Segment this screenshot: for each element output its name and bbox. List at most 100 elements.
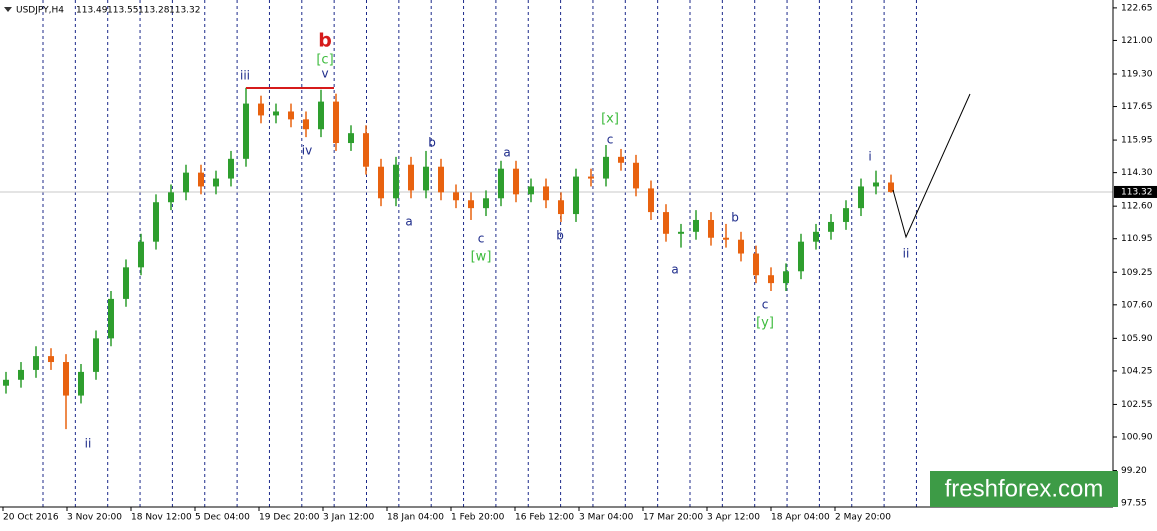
- candle-body: [888, 182, 894, 192]
- wave-label: b: [428, 136, 436, 150]
- candle-body: [663, 212, 669, 234]
- wave-label: i: [868, 150, 871, 164]
- wave-label: b: [318, 30, 332, 52]
- x-tick-label: 3 Apr 12:00: [707, 513, 760, 523]
- x-tick-label: 2 May 20:00: [835, 513, 891, 523]
- wave-label: a: [671, 263, 678, 277]
- current-price-label: 113.32: [1121, 187, 1153, 197]
- candle-body: [633, 162, 639, 189]
- y-tick-label: 102.55: [1121, 400, 1153, 410]
- candle-body: [858, 186, 864, 209]
- y-tick-label: 104.25: [1121, 366, 1153, 376]
- candle-body: [138, 241, 144, 268]
- candle-body: [378, 166, 384, 199]
- candle-body: [438, 166, 444, 193]
- y-tick-label: 112.60: [1121, 202, 1153, 212]
- candle-body: [3, 379, 9, 386]
- candle-body: [288, 111, 294, 120]
- symbol: USDJPY,H4: [16, 6, 64, 16]
- forecast-path: [892, 93, 971, 239]
- candle-body: [483, 198, 489, 209]
- y-tick-label: 100.90: [1121, 433, 1153, 443]
- candle-body: [48, 356, 54, 363]
- candle-body: [723, 237, 729, 240]
- x-tick-label: 3 Mar 04:00: [579, 513, 634, 523]
- x-tick-label: 16 Feb 12:00: [515, 513, 574, 523]
- x-tick-label: 19 Dec 20:00: [259, 513, 320, 523]
- candles: [3, 87, 894, 430]
- candle-body: [798, 241, 804, 272]
- wave-label: [x]: [601, 112, 619, 127]
- wave-label: a: [503, 146, 510, 160]
- low: 113.28: [138, 6, 170, 16]
- candle-body: [738, 239, 744, 254]
- y-tick-label: 121.00: [1121, 36, 1153, 46]
- candle-body: [423, 166, 429, 191]
- candle-body: [63, 362, 69, 396]
- y-tick-label: 115.95: [1121, 136, 1153, 146]
- y-tick-label: 107.60: [1121, 300, 1153, 310]
- x-tick-label: 1 Feb 20:00: [451, 513, 505, 523]
- wave-label: iv: [302, 144, 312, 158]
- wave-label: ii: [85, 437, 92, 451]
- candle-body: [213, 178, 219, 187]
- candle-body: [648, 188, 654, 213]
- candle-body: [558, 200, 564, 215]
- candle-body: [123, 267, 129, 299]
- wave-label: c: [607, 133, 614, 147]
- candle-body: [168, 192, 174, 203]
- candle-body: [828, 221, 834, 232]
- candle-body: [753, 253, 759, 276]
- candle-body: [333, 101, 339, 144]
- y-tick-label: 109.25: [1121, 268, 1153, 278]
- candle-body: [468, 200, 474, 209]
- y-tick-label: 122.65: [1121, 3, 1153, 13]
- y-tick-label: 119.30: [1121, 69, 1153, 79]
- candle-body: [513, 168, 519, 195]
- candle-body: [693, 219, 699, 232]
- candle-body: [603, 156, 609, 179]
- menu-icon: [4, 7, 12, 12]
- watermark-box: [930, 471, 1118, 507]
- wave-label: iii: [240, 69, 250, 83]
- wave-label: b: [731, 211, 739, 225]
- wave-label: v: [321, 67, 328, 81]
- candle-body: [303, 119, 309, 130]
- candle-body: [258, 103, 264, 116]
- open: 113.49: [76, 6, 108, 16]
- candle-body: [873, 182, 879, 187]
- candle-body: [363, 133, 369, 167]
- candle-body: [18, 369, 24, 380]
- candle-body: [618, 156, 624, 163]
- x-tick-label: 18 Nov 12:00: [131, 513, 192, 523]
- wave-label: ii: [903, 247, 910, 261]
- watermark: freshforex.com: [945, 475, 1104, 502]
- y-tick-label: 99.20: [1121, 466, 1147, 476]
- candle-body: [93, 338, 99, 372]
- y-tick-label: 97.55: [1121, 499, 1147, 509]
- current-price-box: [1114, 185, 1157, 198]
- wave-label: b: [556, 229, 564, 243]
- wave-label: [y]: [756, 316, 774, 331]
- candle-body: [678, 231, 684, 234]
- x-tick-label: 3 Jan 12:00: [323, 513, 375, 523]
- candle-body: [228, 158, 234, 179]
- x-tick-label: 20 Oct 2016: [3, 513, 59, 523]
- candle-body: [153, 202, 159, 242]
- y-tick-label: 110.95: [1121, 234, 1153, 244]
- x-tick-label: 5 Dec 04:00: [195, 513, 250, 523]
- candle-body: [108, 298, 114, 339]
- candle-body: [348, 133, 354, 144]
- candle-body: [198, 172, 204, 187]
- candle-body: [813, 231, 819, 242]
- candle-body: [393, 164, 399, 199]
- x-tick-label: 18 Jan 04:00: [387, 513, 444, 523]
- candle-body: [273, 111, 279, 116]
- candle-body: [843, 208, 849, 222]
- candle-body: [708, 219, 714, 238]
- wave-label: c: [478, 232, 485, 246]
- y-tick-label: 105.90: [1121, 334, 1153, 344]
